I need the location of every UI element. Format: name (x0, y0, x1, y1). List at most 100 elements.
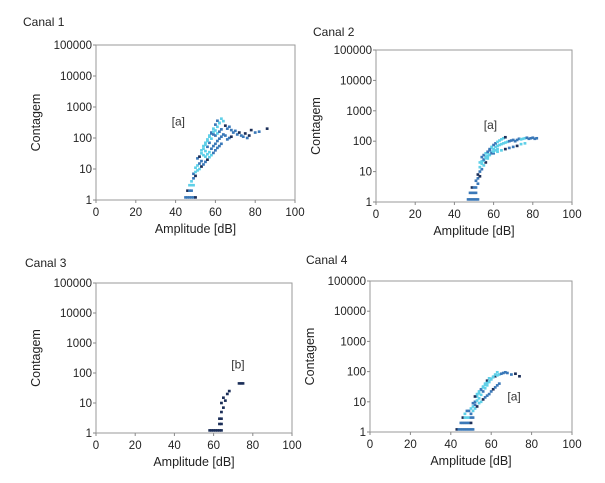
y-tick-label: 100 (73, 133, 92, 145)
data-point (486, 154, 490, 158)
annotation-label: [a] (172, 115, 185, 129)
data-point (241, 382, 245, 385)
data-point (469, 407, 473, 410)
data-point (489, 390, 493, 393)
y-tick-label: 10000 (60, 308, 92, 320)
data-point (463, 412, 467, 416)
data-point (488, 147, 492, 151)
y-tick-label: 100 (347, 367, 366, 379)
data-point (220, 429, 223, 432)
y-tick-label: 10 (353, 397, 366, 409)
data-point (478, 175, 482, 178)
data-point (484, 156, 488, 160)
data-point (476, 177, 480, 180)
data-point (475, 392, 479, 396)
y-tick-label: 100000 (54, 278, 92, 290)
data-point (455, 428, 459, 431)
x-tick-label: 20 (129, 440, 142, 452)
data-point (219, 128, 223, 131)
data-point (204, 141, 207, 145)
data-point (519, 142, 523, 146)
data-point (210, 137, 213, 140)
data-point (501, 371, 505, 375)
data-point (219, 142, 223, 146)
data-point (531, 136, 535, 140)
data-point (212, 127, 215, 130)
data-point (475, 405, 479, 408)
data-point (202, 153, 205, 157)
y-tick-label: 100 (353, 136, 372, 148)
data-point (484, 151, 488, 155)
data-point (457, 428, 461, 431)
annotation-label: [a] (484, 118, 497, 132)
data-point (223, 134, 227, 137)
data-point (221, 119, 225, 123)
data-point (188, 189, 191, 192)
data-point (465, 409, 469, 413)
data-point (521, 137, 525, 141)
data-point (485, 379, 489, 382)
data-point (514, 372, 517, 376)
data-point (486, 150, 490, 154)
data-point (482, 153, 486, 157)
data-point (210, 132, 213, 135)
data-point (475, 399, 479, 402)
data-point (215, 146, 219, 150)
x-tick-label: 0 (373, 209, 379, 221)
data-point (239, 134, 243, 137)
data-point (459, 421, 463, 425)
x-axis-label: Amplitude [dB] (155, 222, 236, 236)
data-point (517, 137, 521, 141)
plot-frame (375, 49, 573, 203)
data-point (194, 196, 197, 199)
x-tick-label: 80 (246, 440, 259, 452)
data-point (470, 191, 474, 195)
data-point (476, 173, 480, 176)
data-point (495, 374, 499, 377)
data-point (500, 149, 503, 152)
data-point (491, 375, 495, 378)
x-tick-label: 80 (249, 207, 262, 219)
data-point (487, 379, 491, 383)
data-point (200, 152, 203, 155)
data-point (493, 374, 497, 378)
data-point (241, 135, 245, 139)
panel-title: Canal 3 (25, 256, 67, 270)
data-point (474, 186, 478, 189)
data-point (194, 174, 197, 178)
data-point (478, 165, 482, 169)
data-point (477, 392, 481, 395)
y-tick-label: 1000 (66, 338, 92, 350)
x-tick-label: 60 (209, 207, 222, 219)
data-point (214, 123, 217, 126)
data-point (529, 136, 533, 140)
data-point (216, 429, 219, 432)
data-point (218, 422, 221, 426)
data-point (245, 136, 249, 140)
data-point (461, 421, 465, 425)
data-point (498, 143, 501, 147)
chart-panel-1: Canal 1 0 20 40 60 80 100 1 10 100 1000 10000 100000… (23, 15, 305, 236)
x-tick-label: 40 (444, 439, 457, 451)
y-axis-label: Contagem (29, 94, 43, 152)
data-point (220, 417, 223, 420)
data-point (481, 390, 485, 393)
data-point (204, 160, 207, 164)
data-point (194, 170, 197, 174)
data-point (487, 376, 491, 380)
data-point (217, 144, 221, 148)
data-point (465, 421, 469, 425)
data-point (487, 392, 491, 396)
data-point (518, 374, 521, 378)
data-point (497, 382, 501, 385)
data-point (468, 198, 472, 201)
data-point (223, 399, 227, 402)
data-point (523, 142, 527, 145)
data-point (476, 182, 480, 185)
x-tick-label: 80 (525, 439, 538, 451)
data-point (227, 389, 231, 393)
data-point (186, 189, 189, 192)
y-tick-label: 1 (360, 427, 366, 439)
data-point (503, 370, 507, 374)
data-point (459, 428, 463, 431)
